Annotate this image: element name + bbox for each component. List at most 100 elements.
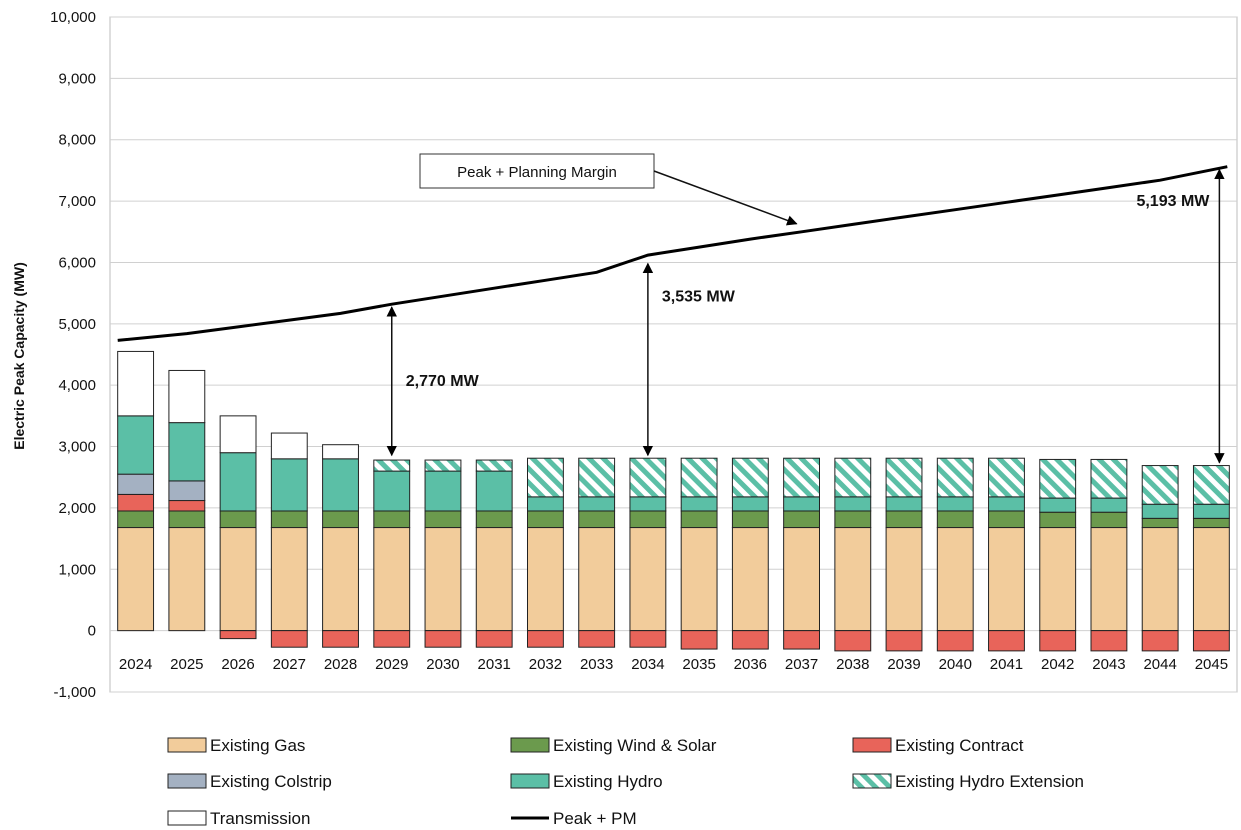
bar-segment: [680, 510, 718, 529]
x-tick-label: 2041: [990, 656, 1023, 673]
legend-swatch: [167, 737, 207, 753]
bar-segment: [424, 630, 462, 648]
bar-segment: [424, 459, 462, 472]
gap-label: 3,535 MW: [662, 288, 736, 305]
bar-segment: [219, 630, 257, 640]
bar-segment: [527, 496, 564, 512]
bar-segment: [885, 496, 923, 512]
bar-segment: [1090, 497, 1128, 513]
bar-segment: [885, 527, 923, 632]
x-tick-label: 2037: [785, 656, 818, 673]
bar-segment: [731, 457, 769, 498]
bar-segment: [936, 457, 974, 498]
bar-segment: [1141, 503, 1179, 519]
legend-label: Peak + PM: [553, 809, 637, 828]
bar-segment: [578, 527, 616, 632]
x-tick-label: 2039: [887, 656, 920, 673]
legend-label: Transmission: [210, 809, 310, 828]
bar-segment: [629, 630, 667, 648]
y-tick-label: 0: [88, 623, 96, 640]
y-tick-label: 2,000: [58, 500, 96, 517]
bar-segment: [1141, 465, 1179, 505]
bars: [117, 350, 1230, 652]
callout-label: Peak + Planning Margin: [457, 164, 617, 181]
bar-segment: [936, 496, 974, 512]
bar-segment: [219, 527, 257, 632]
bar-segment: [629, 527, 667, 632]
bar-segment: [322, 458, 359, 512]
bar-segment: [117, 350, 155, 417]
bar-segment: [219, 510, 257, 529]
bar-segment: [168, 510, 206, 529]
bar-segment: [117, 510, 155, 529]
bar-segment: [1090, 527, 1128, 632]
callout-box: [419, 153, 655, 189]
bar-segment: [578, 457, 616, 498]
bar-segment: [1141, 527, 1179, 632]
bar-segment: [936, 527, 974, 632]
y-axis: -1,000 0 1,000 2,000 3,000 4,000 5,000 6,000 7,0…: [50, 9, 1228, 701]
bar-segment: [117, 493, 155, 512]
bar-segment: [117, 473, 155, 495]
bar-segment: [424, 527, 462, 632]
bar-segment: [270, 510, 308, 529]
bar-segment: [527, 457, 564, 498]
bar-segment: [1039, 497, 1077, 513]
y-tick-label: 1,000: [58, 561, 96, 578]
legend-swatch: [510, 773, 550, 789]
bar-segment: [936, 510, 974, 529]
legend-label: Existing Colstrip: [210, 772, 332, 791]
bar-segment: [270, 527, 308, 632]
bar-segment: [629, 457, 667, 498]
bar-segment: [680, 527, 718, 632]
bar-segment: [424, 510, 462, 529]
bar-segment: [1090, 511, 1128, 529]
bar-segment: [475, 470, 513, 512]
bar-segment: [373, 630, 411, 648]
bar-segment: [475, 510, 513, 529]
y-tick-label: 4,000: [58, 377, 96, 394]
bar-segment: [168, 527, 206, 632]
x-tick-label: 2030: [426, 656, 459, 673]
peak-line: [117, 165, 1228, 342]
bar-segment: [629, 496, 667, 512]
bar-segment: [629, 510, 667, 529]
peak-pm-line: [117, 165, 1228, 342]
x-tick-label: 2045: [1195, 656, 1228, 673]
x-tick-label: 2040: [939, 656, 972, 673]
bar-segment: [1141, 630, 1179, 652]
bar-segment: [475, 630, 513, 648]
bar-segment: [783, 630, 820, 650]
x-tick-label: 2035: [682, 656, 715, 673]
y-tick-label: -1,000: [53, 684, 96, 701]
bar-segment: [322, 527, 359, 632]
callout-arrow: [653, 170, 798, 226]
x-tick-label: 2032: [529, 656, 562, 673]
y-tick-label: 5,000: [58, 316, 96, 333]
bar-segment: [988, 496, 1025, 512]
bar-segment: [1192, 503, 1230, 519]
bar-segment: [117, 527, 155, 632]
x-tick-label: 2033: [580, 656, 613, 673]
bar-segment: [168, 480, 206, 502]
bar-segment: [1039, 630, 1077, 652]
bar-segment: [1192, 527, 1230, 632]
bar-segment: [322, 510, 359, 529]
bar-segment: [578, 496, 616, 512]
bar-segment: [373, 470, 411, 512]
bar-segment: [527, 630, 564, 648]
x-tick-label: 2036: [734, 656, 767, 673]
x-tick-label: 2031: [478, 656, 511, 673]
bar-segment: [1039, 527, 1077, 632]
bar-segment: [1192, 465, 1230, 505]
bar-segment: [834, 630, 872, 652]
x-tick-label: 2027: [273, 656, 306, 673]
bar-segment: [424, 470, 462, 512]
legend-swatch: [167, 810, 207, 826]
y-axis-label: Electric Peak Capacity (MW): [11, 262, 27, 450]
x-tick-label: 2025: [170, 656, 203, 673]
bar-segment: [731, 630, 769, 650]
bar-segment: [1192, 517, 1230, 529]
legend-label: Existing Hydro Extension: [895, 772, 1084, 791]
